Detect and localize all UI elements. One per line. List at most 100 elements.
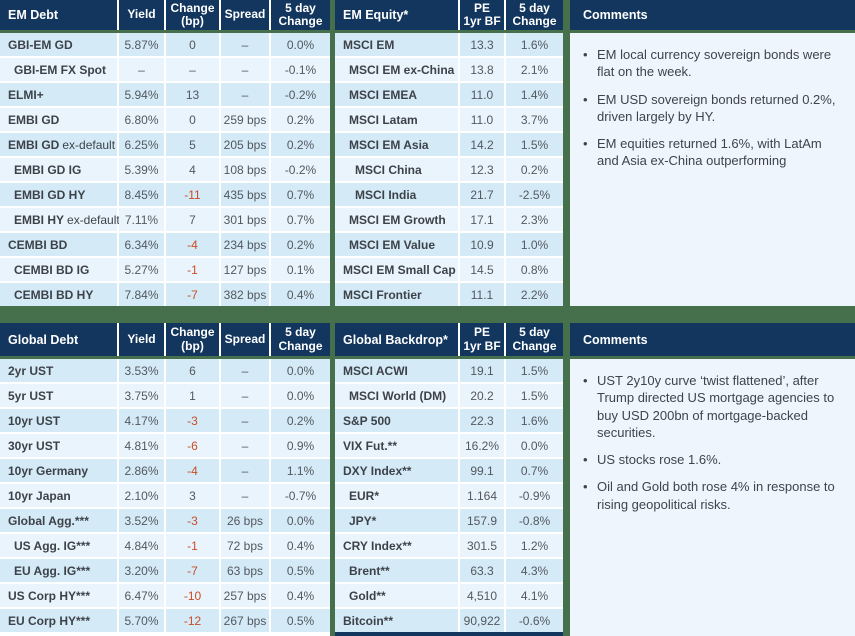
cell-value: 0.0% <box>271 359 330 382</box>
cell-value: -4 <box>166 459 219 482</box>
comments-body: • EM local currency sovereign bonds were … <box>570 33 855 306</box>
row-label: S&P 500 <box>335 409 458 432</box>
cell-value: 4.17% <box>119 409 164 432</box>
table-body: MSCI ACWI 19.1 1.5% MSCI World (DM) 20.2 1.5%… <box>335 359 563 632</box>
row-label: EMBI GD IG <box>0 158 117 181</box>
row-label: MSCI EM Small Cap <box>335 258 458 281</box>
table-row: MSCI EM Asia 14.2 1.5% <box>335 133 563 156</box>
cell-value: -2.5% <box>506 183 563 206</box>
table-row: GBI-EM GD 5.87% 0–0.0% <box>0 33 330 56</box>
table-footer-strip <box>0 632 330 636</box>
table-row: 30yr UST 4.81% -6–0.9% <box>0 434 330 457</box>
cell-value: -3 <box>166 509 219 532</box>
cell-value: 72 bps <box>221 534 269 557</box>
table-row: Bitcoin** 90,922 -0.6% <box>335 609 563 632</box>
row-label: EMBI GD HY <box>0 183 117 206</box>
global-comments-panel: Comments • UST 2y10y curve ‘twist flatten… <box>570 323 855 636</box>
table-body: MSCI EM 13.3 1.6% MSCI EM ex-China 13.8 2.1% M… <box>335 33 563 306</box>
row-label: 5yr UST <box>0 384 117 407</box>
cell-value: 10.9 <box>460 233 504 256</box>
bullet-icon: • <box>583 47 588 62</box>
cell-value: 5.27% <box>119 258 164 281</box>
cell-value: 0.7% <box>271 183 330 206</box>
row-label: MSCI EM Asia <box>335 133 458 156</box>
cell-value: 301 bps <box>221 208 269 231</box>
row-label: MSCI World (DM) <box>335 384 458 407</box>
row-label: MSCI ACWI <box>335 359 458 382</box>
comments-title: Comments <box>583 8 648 22</box>
row-label: MSCI India <box>335 183 458 206</box>
cell-value: 0.1% <box>271 258 330 281</box>
comment-bullet: • UST 2y10y curve ‘twist flattened’, afte… <box>583 372 845 441</box>
column-header: PE 1yr BF <box>460 323 504 356</box>
cell-value: 301.5 <box>460 534 504 557</box>
cell-value: 0.0% <box>271 384 330 407</box>
row-label: JPY* <box>335 509 458 532</box>
table-row: DXY Index** 99.1 0.7% <box>335 459 563 482</box>
row-label: 2yr UST <box>0 359 117 382</box>
cell-value: 0.8% <box>506 258 563 281</box>
cell-value: 435 bps <box>221 183 269 206</box>
row-label: VIX Fut.** <box>335 434 458 457</box>
table-row: MSCI China 12.3 0.2% <box>335 158 563 181</box>
cell-value: 11.1 <box>460 283 504 306</box>
divider <box>335 356 563 359</box>
cell-value: -4 <box>166 233 219 256</box>
cell-value: – <box>221 484 269 507</box>
cell-value: 234 bps <box>221 233 269 256</box>
cell-value: 5.70% <box>119 609 164 632</box>
comments-header: Comments <box>570 323 855 356</box>
row-label: EMBI GD <box>0 108 117 131</box>
cell-value: 5.94% <box>119 83 164 106</box>
row-label: 10yr Japan <box>0 484 117 507</box>
cell-value: -0.2% <box>271 83 330 106</box>
em-equity-table: EM Equity* PE 1yr BF 5 day Change MSCI EM 13… <box>335 0 563 306</box>
divider <box>335 30 563 33</box>
cell-value: 382 bps <box>221 283 269 306</box>
cell-value: 1.1% <box>271 459 330 482</box>
table-row: ELMI+ 5.94% 13– -0.2% <box>0 83 330 106</box>
cell-value: 267 bps <box>221 609 269 632</box>
cell-value: 3.52% <box>119 509 164 532</box>
table-row: MSCI Frontier 11.1 2.2% <box>335 283 563 306</box>
table-row: Global Agg.*** 3.52% -3 26 bps 0.0% <box>0 509 330 532</box>
cell-value: -0.7% <box>271 484 330 507</box>
cell-value: -11 <box>166 183 219 206</box>
table-header-row: EM Equity* PE 1yr BF 5 day Change <box>335 0 563 30</box>
row-label: Global Agg.*** <box>0 509 117 532</box>
comment-bullet: • EM equities returned 1.6%, with LatAm a… <box>583 135 845 170</box>
cell-value: 0.5% <box>271 609 330 632</box>
cell-value: 3.75% <box>119 384 164 407</box>
table-row: EMBI GD IG 5.39% 4 108 bps -0.2% <box>0 158 330 181</box>
table-row: CEMBI BD IG 5.27% -1 127 bps 0.1% <box>0 258 330 281</box>
table-row: MSCI EM Small Cap 14.5 0.8% <box>335 258 563 281</box>
cell-value: 63 bps <box>221 559 269 582</box>
cell-value: 20.2 <box>460 384 504 407</box>
table-row: MSCI EM Value 10.9 1.0% <box>335 233 563 256</box>
cell-value: 7 <box>166 208 219 231</box>
table-header-row: Global Debt Yield Change (bp) Spread 5 day C… <box>0 323 330 356</box>
column-header: Change (bp) <box>166 323 219 356</box>
row-label: GBI-EM GD <box>0 33 117 56</box>
cell-value: – <box>221 58 269 81</box>
row-label: MSCI EMEA <box>335 83 458 106</box>
cell-value: 0.2% <box>271 409 330 432</box>
cell-value: -7 <box>166 283 219 306</box>
cell-value: 0.2% <box>506 158 563 181</box>
table-row: MSCI EM 13.3 1.6% <box>335 33 563 56</box>
row-label: MSCI China <box>335 158 458 181</box>
column-header: Yield <box>119 0 164 30</box>
cell-value: 13.8 <box>460 58 504 81</box>
row-label: ELMI+ <box>0 83 117 106</box>
table-row: 2yr UST 3.53% 6–0.0% <box>0 359 330 382</box>
cell-value: 5 <box>166 133 219 156</box>
table-row: MSCI India 21.7 -2.5% <box>335 183 563 206</box>
row-label: CRY Index** <box>335 534 458 557</box>
cell-value: 257 bps <box>221 584 269 607</box>
cell-value: – <box>221 409 269 432</box>
cell-value: 13 <box>166 83 219 106</box>
comment-bullet: • US stocks rose 1.6%. <box>583 451 845 468</box>
cell-value: 157.9 <box>460 509 504 532</box>
cell-value: -12 <box>166 609 219 632</box>
cell-value: 4.81% <box>119 434 164 457</box>
